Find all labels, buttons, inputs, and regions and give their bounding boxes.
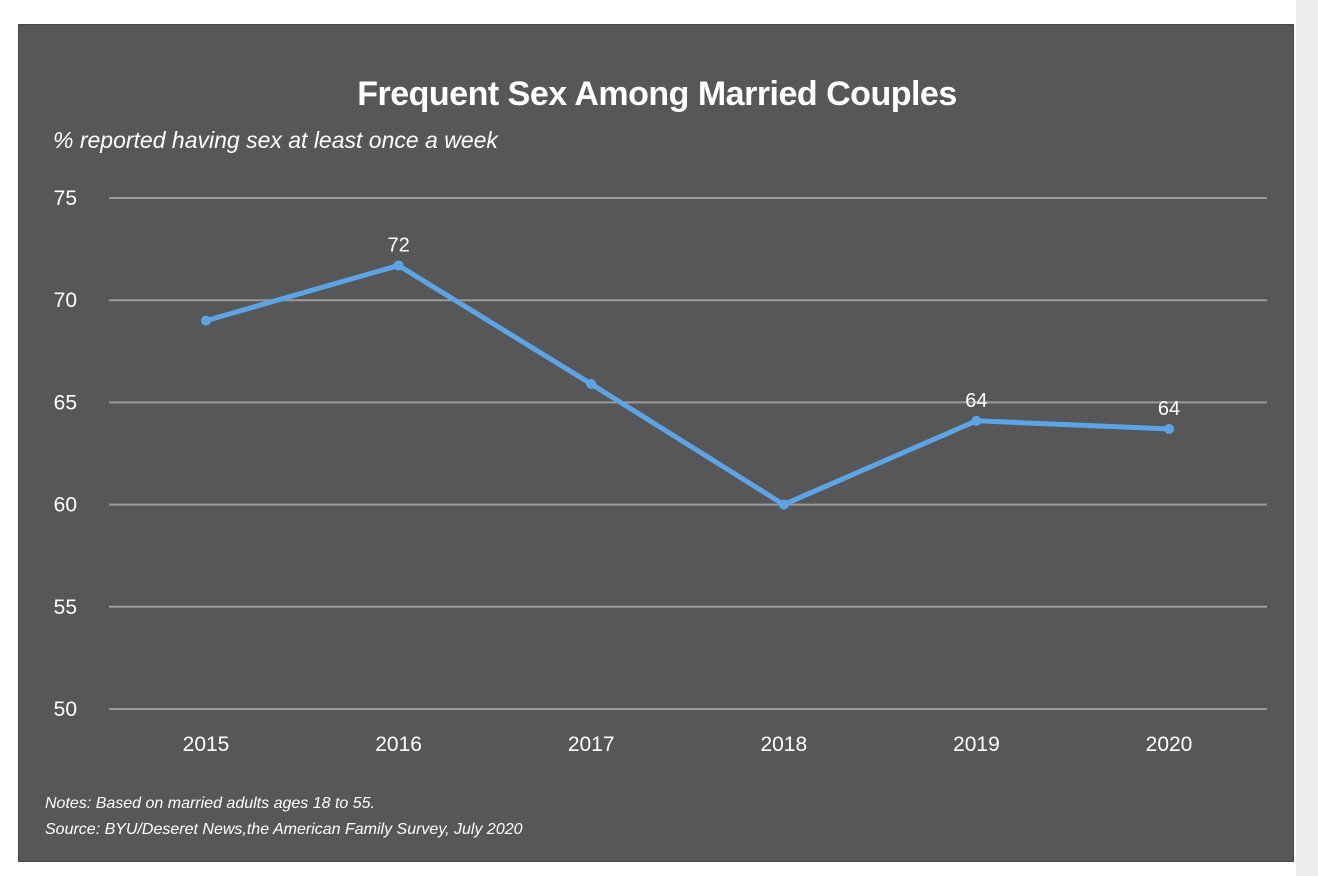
y-tick-label: 55 [54,596,77,619]
source-line: Source: BYU/Deseret News,the American Fa… [45,821,523,838]
data-label: 72 [387,234,409,256]
data-label: 64 [1158,398,1180,420]
y-tick-label: 70 [54,289,77,312]
line-chart: 50 55 60 65 70 75 2015 2016 2017 2018 2019 2020 72 64… [54,187,1267,756]
chart-subtitle: % reported having sex at least once a we… [53,127,498,153]
data-point [586,379,597,390]
data-label: 64 [965,390,987,412]
notes-line: Notes: Based on married adults ages 18 t… [45,795,375,812]
x-tick-label: 2017 [568,733,615,756]
data-point [393,260,404,271]
x-tick-label: 2020 [1146,733,1193,756]
data-point [1164,423,1174,434]
data-point [201,315,211,326]
x-tick-label: 2016 [375,733,422,756]
y-tick-label: 75 [54,187,77,210]
chart-notes: Notes: Based on married adults ages 18 t… [45,791,523,843]
data-point [971,415,982,426]
y-tick-label: 65 [54,391,77,414]
chart-panel: Frequent Sex Among Married Couples % rep… [18,24,1294,862]
data-point [778,499,789,510]
chart-title: Frequent Sex Among Married Couples [357,75,957,113]
side-strip [1296,0,1318,876]
x-tick-label: 2018 [760,733,807,756]
x-tick-label: 2015 [183,733,230,756]
y-tick-label: 50 [54,698,77,721]
x-tick-label: 2019 [953,733,1000,756]
y-tick-label: 60 [54,494,77,517]
series-line [203,262,1172,508]
